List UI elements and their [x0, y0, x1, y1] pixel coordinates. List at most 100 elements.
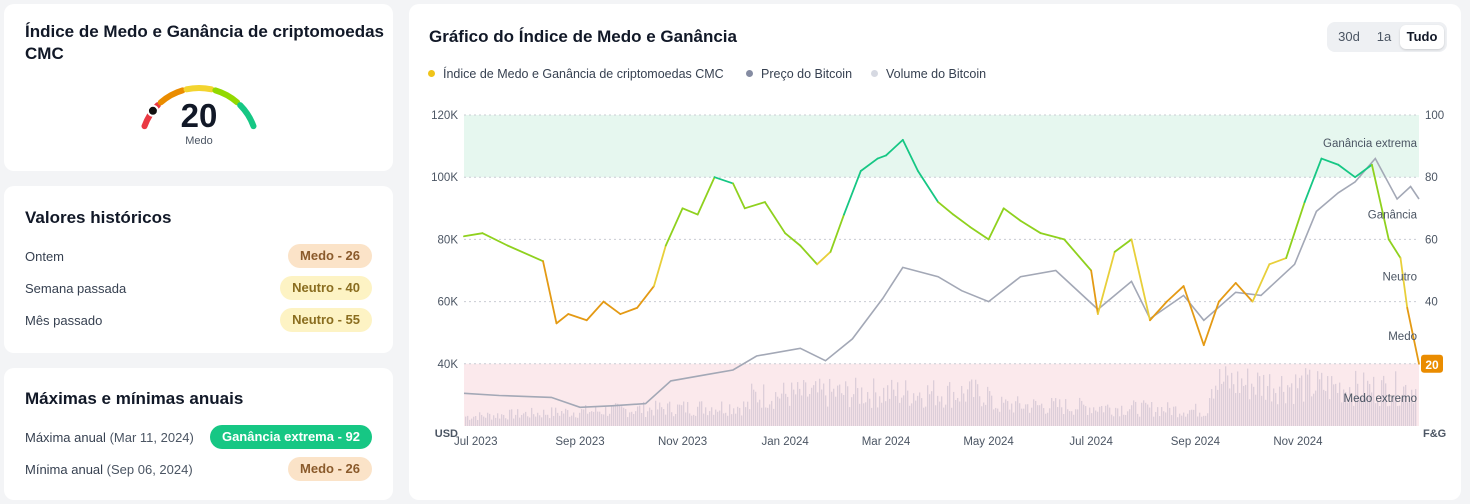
volume-bar — [1039, 405, 1041, 426]
volume-bar — [1369, 384, 1371, 426]
volume-bar — [1345, 391, 1347, 426]
volume-bar — [1065, 399, 1067, 426]
volume-bar — [1037, 405, 1039, 426]
fear-greed-chart-card: 40K 60K 80K 100K 120K USD 20 40 60 80 100 F&G Jul 20… — [409, 4, 1461, 500]
volume-bar — [1145, 402, 1147, 426]
history-row-badge: Neutro - 55 — [280, 308, 372, 332]
y-right-tick-label: 40 — [1425, 297, 1438, 309]
yearly-low-label-text: Mínima anual — [25, 462, 104, 477]
fear-greed-line-segment — [1063, 238, 1093, 272]
volume-bar — [1215, 385, 1217, 426]
fear-greed-chart[interactable]: 40K 60K 80K 100K 120K USD 20 40 60 80 100 F&G Jul 20… — [409, 4, 1461, 500]
volume-bar — [1121, 405, 1123, 426]
volume-bar — [1253, 386, 1255, 426]
volume-bar — [977, 384, 979, 426]
volume-bar — [1385, 383, 1387, 426]
fear-greed-line-segment — [481, 232, 509, 247]
volume-bar — [881, 402, 883, 426]
x-tick-label: Jul 2023 — [454, 436, 497, 448]
legend-item-bitcoin-price[interactable]: Preço do Bitcoin — [746, 66, 852, 82]
volume-bar — [627, 417, 629, 426]
volume-bar — [1287, 385, 1289, 426]
volume-bar — [1117, 408, 1119, 426]
volume-bar — [625, 408, 627, 426]
volume-bar — [791, 382, 793, 426]
volume-bar — [1225, 366, 1227, 426]
fear-greed-line-segment — [1251, 263, 1271, 303]
volume-bar — [751, 383, 753, 426]
volume-bar — [827, 406, 829, 426]
volume-bar — [481, 414, 483, 426]
volume-bar — [1291, 383, 1293, 426]
fear-greed-line-segment — [463, 232, 484, 238]
volume-bar — [497, 413, 499, 426]
volume-bar — [1047, 412, 1049, 426]
volume-bar — [1227, 375, 1229, 426]
volume-bar — [1069, 411, 1071, 426]
volume-bar — [649, 407, 651, 426]
volume-bar — [657, 409, 659, 426]
current-value-badge — [1421, 354, 1443, 373]
legend-item-label: Índice de Medo e Ganância de criptomoeda… — [443, 67, 724, 81]
volume-bar — [903, 395, 905, 426]
volume-bar — [1075, 409, 1077, 426]
history-row-yesterday: Ontem Medo - 26 — [25, 244, 372, 268]
volume-bar — [1071, 411, 1073, 426]
volume-bar — [1095, 410, 1097, 426]
volume-bar — [795, 394, 797, 426]
volume-bar — [785, 393, 787, 426]
historical-values-title: Valores históricos — [25, 208, 172, 227]
x-tick-label: Jan 2024 — [761, 436, 809, 448]
volume-bar — [1183, 412, 1185, 426]
volume-bar — [877, 407, 879, 426]
volume-bar — [777, 396, 779, 426]
volume-bar — [737, 406, 739, 426]
volume-bar — [647, 411, 649, 426]
volume-bar — [531, 407, 533, 426]
volume-bar — [981, 406, 983, 426]
volume-bar — [861, 387, 863, 426]
volume-bar — [807, 396, 809, 426]
volume-bar — [935, 405, 937, 426]
volume-bar — [623, 407, 625, 426]
volume-bar — [671, 412, 673, 426]
volume-bar — [973, 397, 975, 426]
zone-extreme-greed — [464, 115, 1419, 178]
y-left-tick-label: 60K — [438, 297, 459, 309]
volume-bar — [1137, 413, 1139, 426]
current-value-badge-text: 20 — [1425, 358, 1439, 372]
volume-bar — [1015, 401, 1017, 426]
fear-greed-line-segment — [816, 250, 832, 266]
range-button-30d[interactable]: 30d — [1338, 29, 1360, 44]
volume-bar — [585, 405, 587, 426]
volume-bar — [1175, 406, 1177, 426]
volume-bar — [515, 414, 517, 426]
volume-bar — [567, 410, 569, 426]
fear-greed-line-segment — [1399, 257, 1409, 309]
volume-bar — [1377, 401, 1379, 426]
volume-bar — [689, 413, 691, 426]
volume-bar — [1105, 405, 1107, 426]
volume-bar — [1135, 401, 1137, 426]
legend-item-bitcoin-volume[interactable]: Volume do Bitcoin — [871, 66, 986, 82]
volume-bar — [1333, 384, 1335, 426]
volume-bar — [615, 403, 617, 426]
historical-values-card: Valores históricos Ontem Medo - 26 Seman… — [4, 186, 393, 353]
volume-bars — [465, 366, 1417, 426]
fear-greed-line-segment — [1002, 207, 1022, 222]
legend-item-fear-greed[interactable]: Índice de Medo e Ganância de criptomoeda… — [428, 66, 724, 82]
volume-bar — [1367, 380, 1369, 426]
volume-bar — [1165, 412, 1167, 426]
volume-bar — [719, 410, 721, 426]
yearly-low-badge: Medo - 26 — [288, 457, 372, 481]
range-button-all[interactable]: Tudo — [1400, 25, 1444, 49]
volume-bar — [1031, 407, 1033, 426]
zone-label: Medo extremo — [1343, 393, 1417, 405]
fear-greed-line-segment — [1113, 238, 1133, 253]
range-button-1y[interactable]: 1a — [1376, 29, 1392, 44]
volume-bar — [1133, 400, 1135, 426]
volume-bar — [493, 415, 495, 426]
zone-label: Neutro — [1382, 272, 1417, 284]
fear-greed-line-segment — [937, 201, 955, 216]
volume-bar — [1391, 400, 1393, 426]
